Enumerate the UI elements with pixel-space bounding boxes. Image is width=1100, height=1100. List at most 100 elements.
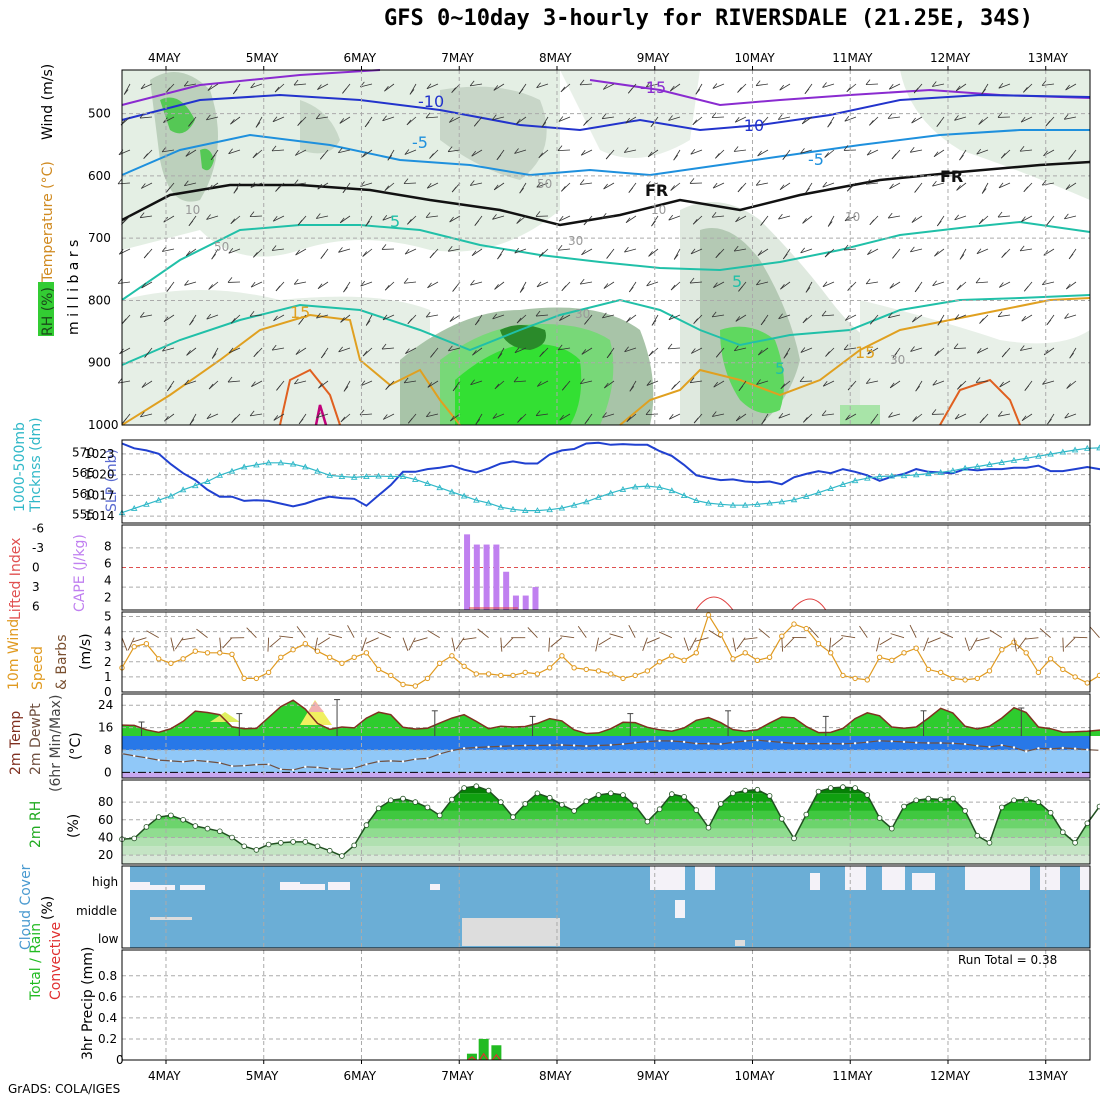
surface-wind-barb [361, 637, 367, 652]
dewpoint-dot [719, 742, 722, 746]
wind-barb [470, 83, 483, 87]
wind-barb [343, 386, 349, 392]
wind-barb [668, 115, 673, 121]
wind-barb [536, 314, 549, 317]
rh-marker [436, 812, 443, 819]
wind-barb [976, 281, 989, 284]
thickness-marker [595, 493, 602, 500]
dewpoint-dot [902, 740, 906, 744]
wind-barb [843, 244, 849, 251]
wind-barb [934, 250, 939, 257]
wind-barb [186, 347, 197, 356]
rh-marker [461, 785, 467, 791]
wind-barb [206, 114, 211, 121]
wind-barb [271, 245, 277, 251]
wind-barb [931, 409, 937, 415]
wind-barb [822, 281, 835, 288]
wind-barb [713, 380, 725, 388]
surface-wind-barb [196, 628, 208, 639]
wind-barb [628, 187, 634, 193]
wind-barb [140, 411, 145, 418]
wind-barb [448, 117, 454, 123]
wind-barb [1042, 83, 1055, 86]
wind-barb [822, 82, 827, 88]
wind-barb [206, 215, 219, 220]
thickness-marker [302, 463, 309, 470]
wind-barb [603, 281, 615, 289]
wind-barb [780, 281, 791, 290]
wind-barb [518, 88, 524, 95]
wind-barb [846, 185, 852, 192]
wind-barb [320, 352, 326, 359]
thickness-marker [143, 500, 150, 507]
wind-barb [538, 152, 544, 158]
wind-barb [295, 349, 301, 355]
wind-barb [1041, 179, 1047, 186]
wind-barb [756, 279, 761, 286]
thickness-marker [350, 473, 358, 480]
wind-speed-marker [302, 641, 308, 647]
wind-barb [715, 153, 720, 159]
wind-barb [185, 151, 191, 157]
thickness-marker [387, 473, 395, 479]
wind-barb [712, 413, 725, 417]
ylabel-thickness-1: 1000-500mb [12, 422, 28, 512]
date-label-top: 4MAY [148, 51, 181, 65]
thickness-marker [961, 464, 969, 471]
chart-title: GFS 0~10day 3-hourly for RIVERSDALE (21.… [384, 6, 1034, 31]
wind-barb [584, 319, 589, 325]
wind-barb [295, 347, 307, 355]
wind-barb [207, 184, 213, 191]
rh-band [122, 837, 1090, 847]
wind-tick: 2 [104, 655, 112, 669]
rh-marker [510, 814, 516, 820]
lifted-index-tick: -3 [32, 541, 44, 555]
wind-barb [382, 347, 395, 350]
wind-barb [251, 380, 263, 387]
wind-barb [493, 85, 499, 91]
thickness-marker [912, 471, 920, 478]
wind-barb [737, 186, 743, 193]
wind-barb [735, 415, 741, 422]
wind-barb [186, 350, 191, 356]
wind-barb [208, 284, 213, 290]
wind-barb [800, 247, 805, 254]
wind-speed-marker [534, 671, 541, 677]
wind-barb [606, 253, 611, 259]
wind-barb [668, 314, 674, 320]
dewpoint-dot [377, 760, 380, 763]
precip-total-bar [491, 1045, 502, 1060]
wind-barb [492, 313, 497, 320]
date-label-bottom: 12MAY [930, 1069, 971, 1083]
wind-barb [561, 186, 566, 192]
wind-barb [690, 149, 703, 155]
wind-barb [603, 283, 609, 289]
wind-barb [975, 377, 981, 383]
wind-barb [471, 149, 483, 157]
wind-barb [382, 314, 388, 321]
wind-barb [228, 347, 241, 354]
wind-barb [733, 345, 739, 351]
cloud-gap [150, 885, 175, 890]
wind-barb [755, 180, 761, 186]
wind-speed-marker [278, 654, 284, 660]
wind-barb [954, 314, 960, 320]
dewpoint-dot [560, 743, 564, 747]
surface-wind-barb [477, 628, 489, 639]
wind-speed-marker [730, 656, 736, 662]
wind-speed-marker [656, 659, 663, 665]
wind-barb [117, 178, 123, 185]
wind-barb [360, 182, 373, 187]
wind-barb [892, 352, 898, 358]
wind-barb [211, 353, 217, 359]
wind-barb [712, 83, 725, 89]
wind-barb [602, 116, 615, 120]
thickness-marker [399, 473, 407, 479]
cloud-gap [328, 882, 350, 890]
dewpoint-dot [206, 760, 209, 763]
wind-barb [669, 85, 675, 92]
wind-barb [404, 248, 417, 255]
rh-marker [705, 824, 712, 831]
wind-barb [759, 120, 765, 127]
panel-frame-precip [121, 949, 1091, 1061]
